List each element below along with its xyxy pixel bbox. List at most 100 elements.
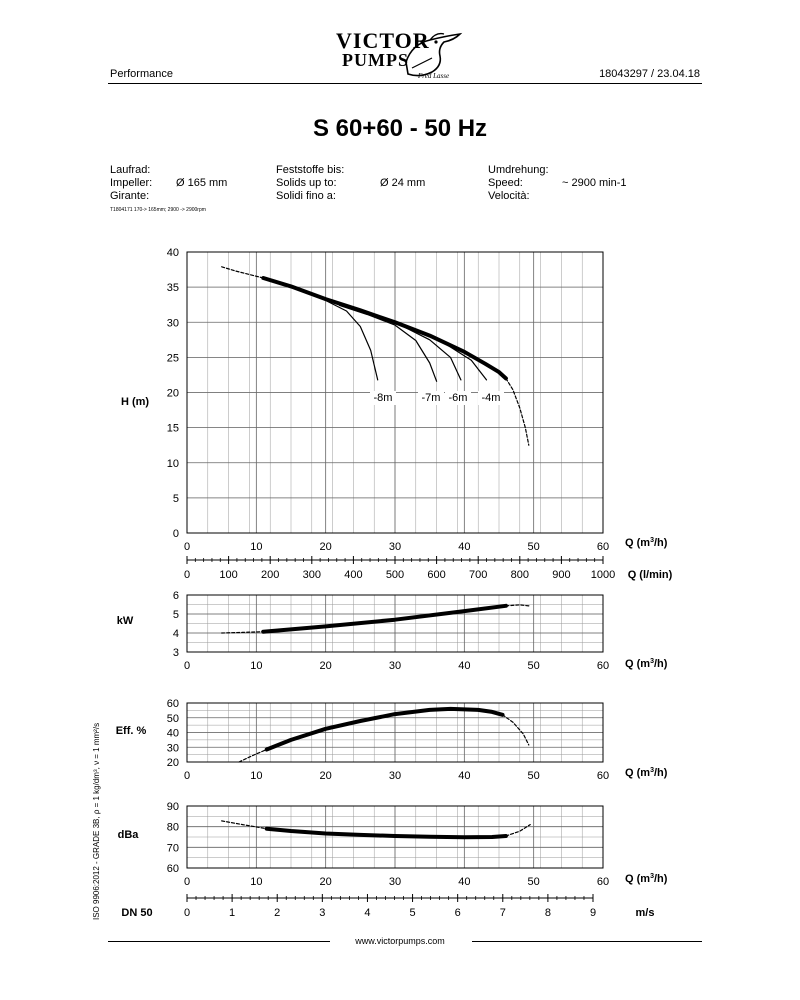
y-tick-label: 6 bbox=[173, 590, 179, 602]
secondary-tick-label: 9 bbox=[590, 907, 596, 919]
x-tick-label: 60 bbox=[597, 876, 609, 888]
x-tick-label: 50 bbox=[528, 660, 540, 672]
secondary-axis-name: DN 50 bbox=[121, 907, 152, 919]
curve-annotation: -4m bbox=[482, 392, 501, 404]
series-extrapolated-high bbox=[501, 714, 530, 746]
solids-value: Ø 24 mm bbox=[380, 177, 426, 189]
curve-annotation: -7m bbox=[422, 392, 441, 404]
series--4m bbox=[415, 329, 488, 381]
y-tick-label: 10 bbox=[167, 458, 179, 470]
x-tick-label: 10 bbox=[250, 876, 262, 888]
series-extrapolated-high bbox=[505, 823, 531, 837]
series-main bbox=[264, 826, 508, 840]
plot-frame bbox=[186, 251, 604, 534]
x-tick-label: 20 bbox=[320, 770, 332, 782]
secondary-tick-label: 4 bbox=[364, 907, 370, 919]
secondary-tick-label: 8 bbox=[545, 907, 551, 919]
impeller-note: T1804171 170-> 165mm; 2900 -> 2900rpm bbox=[110, 207, 206, 213]
footer-line-left bbox=[108, 941, 330, 942]
y-tick-label: 40 bbox=[167, 728, 179, 740]
annotation-bg bbox=[445, 391, 471, 405]
annotation-bg bbox=[418, 391, 444, 405]
y-tick-label: 35 bbox=[167, 282, 179, 294]
iso-standard-note: ISO 9906:2012 - GRADE 3B, ρ = 1 kg/dm³, … bbox=[92, 722, 101, 920]
secondary-tick-label: 500 bbox=[386, 569, 404, 581]
x-tick-label: 0 bbox=[184, 660, 190, 672]
y-tick-label: 15 bbox=[167, 423, 179, 435]
x-tick-label: 40 bbox=[458, 541, 470, 553]
y-tick-label: 0 bbox=[173, 528, 179, 540]
x-tick-label: 20 bbox=[320, 541, 332, 553]
speed-label-en: Speed: bbox=[488, 177, 523, 189]
secondary-axis-label: Q (l/min) bbox=[628, 569, 673, 581]
secondary-axis-label: m/s bbox=[636, 907, 655, 919]
x-tick-label: 0 bbox=[184, 770, 190, 782]
speed-labels: Umdrehung: Speed: Velocità: bbox=[488, 164, 549, 203]
series-extrapolated-low bbox=[238, 748, 268, 763]
x-axis-label: Q (m3/h) bbox=[625, 767, 668, 779]
series-main bbox=[261, 276, 508, 381]
x-tick-label: 10 bbox=[250, 770, 262, 782]
annotation-bg bbox=[370, 391, 396, 405]
x-tick-label: 50 bbox=[528, 770, 540, 782]
x-tick-label: 60 bbox=[597, 660, 609, 672]
secondary-tick-label: 7 bbox=[500, 907, 506, 919]
curve-annotation: -8m bbox=[374, 392, 393, 404]
secondary-tick-label: 3 bbox=[319, 907, 325, 919]
y-axis-label: kW bbox=[117, 615, 134, 627]
x-tick-label: 40 bbox=[458, 770, 470, 782]
y-tick-label: 50 bbox=[167, 713, 179, 725]
speed-value: ~ 2900 min-1 bbox=[562, 177, 627, 189]
series-extrapolated-high bbox=[505, 377, 530, 446]
annotation-bg bbox=[478, 391, 504, 405]
x-tick-label: 50 bbox=[528, 541, 540, 553]
series-extrapolated-high bbox=[505, 604, 531, 607]
solids-label-de: Feststoffe bis: bbox=[276, 164, 345, 176]
chart-panel-1: 0 10 20 30 40 50 60 3 4 5 6 kW Q (m3/h) bbox=[117, 590, 668, 672]
secondary-tick-label: 2 bbox=[274, 907, 280, 919]
header-doc-number: 18043297 / 23.04.18 bbox=[599, 68, 700, 80]
y-tick-label: 90 bbox=[167, 801, 179, 813]
x-tick-label: 40 bbox=[458, 660, 470, 672]
x-tick-label: 20 bbox=[320, 876, 332, 888]
x-axis-label: Q (m3/h) bbox=[625, 537, 668, 549]
y-axis-label: H (m) bbox=[121, 396, 149, 408]
x-tick-label: 50 bbox=[528, 876, 540, 888]
solids-label-it: Solidi fino a: bbox=[276, 190, 336, 202]
impeller-labels: Laufrad: Impeller: Girante: bbox=[110, 164, 152, 203]
chart-panel-2: 0 10 20 30 40 50 60 20 30 40 50 60 Eff. % Q (m3/h) bbox=[116, 698, 668, 782]
secondary-tick-label: 300 bbox=[303, 569, 321, 581]
impeller-value: Ø 165 mm bbox=[176, 177, 228, 189]
series-extrapolated-low bbox=[221, 631, 264, 634]
plot-frame bbox=[186, 702, 604, 763]
x-axis-label: Q (m3/h) bbox=[625, 873, 668, 885]
x-tick-label: 10 bbox=[250, 660, 262, 672]
x-tick-label: 30 bbox=[389, 876, 401, 888]
secondary-tick-label: 200 bbox=[261, 569, 279, 581]
secondary-tick-label: 5 bbox=[409, 907, 415, 919]
speed-label-de: Umdrehung: bbox=[488, 164, 549, 176]
secondary-tick-label: 0 bbox=[184, 907, 190, 919]
solids-label-en: Solids up to: bbox=[276, 177, 337, 189]
x-tick-label: 0 bbox=[184, 876, 190, 888]
y-tick-label: 25 bbox=[167, 352, 179, 364]
y-tick-label: 20 bbox=[167, 757, 179, 769]
secondary-tick-label: 700 bbox=[469, 569, 487, 581]
secondary-tick-label: 900 bbox=[552, 569, 570, 581]
y-tick-label: 40 bbox=[167, 247, 179, 259]
page-title: S 60+60 - 50 Hz bbox=[312, 115, 488, 142]
secondary-tick-label: 6 bbox=[455, 907, 461, 919]
impeller-label-it: Girante: bbox=[110, 190, 150, 202]
series--8m bbox=[297, 288, 379, 381]
impeller-label-en: Impeller: bbox=[110, 177, 153, 189]
pelican-logo-icon bbox=[405, 32, 463, 77]
y-tick-label: 30 bbox=[167, 317, 179, 329]
y-tick-label: 80 bbox=[167, 822, 179, 834]
secondary-tick-label: 800 bbox=[511, 569, 529, 581]
brand-signature: Fred Lasse bbox=[418, 72, 450, 80]
y-tick-label: 30 bbox=[167, 742, 179, 754]
secondary-tick-label: 100 bbox=[219, 569, 237, 581]
curve-annotation: -6m bbox=[449, 392, 468, 404]
secondary-tick-label: 0 bbox=[184, 569, 190, 581]
